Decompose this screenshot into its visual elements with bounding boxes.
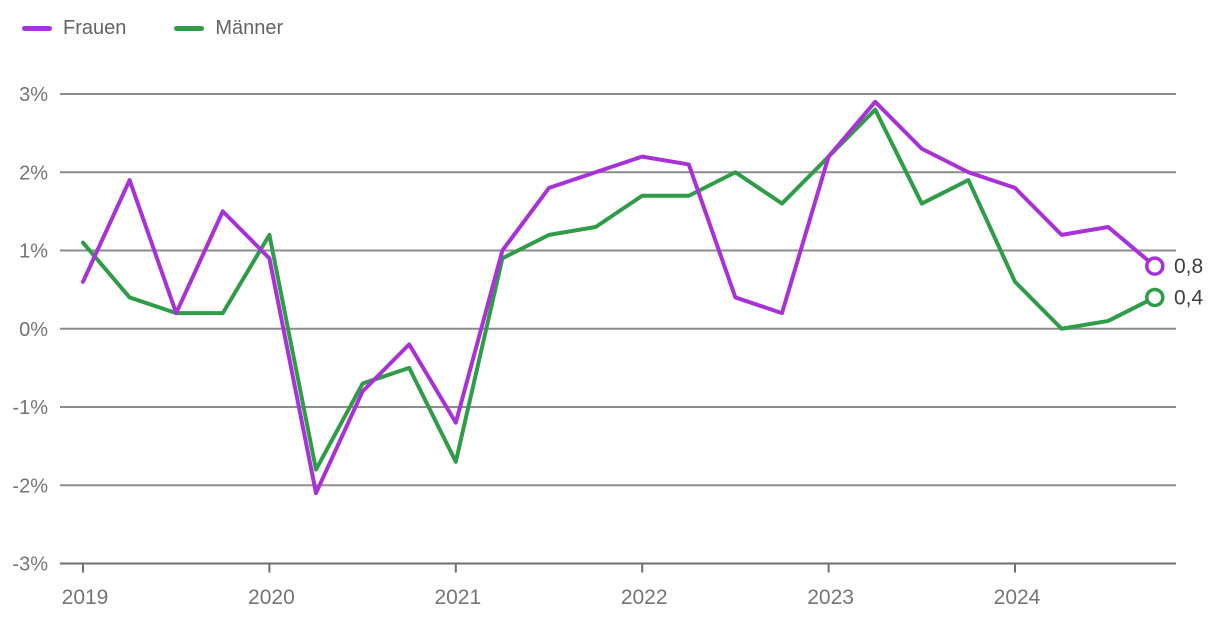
x-axis-tick-label: 2019 [62, 586, 109, 609]
legend-label-maenner: Männer [215, 17, 284, 39]
legend-item-frauen: Frauen [22, 16, 126, 40]
x-axis-tick-label: 2020 [248, 586, 295, 609]
frauen-line-swatch [22, 25, 52, 31]
y-axis-tick-label: -3% [12, 554, 48, 576]
x-axis-tick-label: 2021 [434, 586, 481, 609]
x-axis-tick-label: 2023 [807, 586, 854, 609]
maenner-line-swatch [174, 25, 205, 31]
x-axis-tick-label: 2024 [994, 586, 1041, 609]
y-axis-tick-label: -1% [12, 397, 48, 419]
end-marker-männer [1145, 287, 1165, 308]
y-axis-tick-label: 3% [19, 84, 48, 106]
series-line-frauen [81, 99, 1157, 496]
y-axis-tick-label: 1% [19, 241, 48, 263]
chart-legend: Frauen Männer [22, 16, 283, 40]
end-value-label-frauen: 0,8 [1174, 255, 1203, 278]
x-axis-tick-label: 2022 [621, 586, 668, 609]
legend-label-frauen: Frauen [63, 17, 127, 39]
y-axis-tick-label: 0% [19, 319, 48, 341]
legend-item-maenner: Männer [174, 16, 283, 40]
y-axis-tick-label: -2% [12, 475, 48, 497]
end-marker-frauen [1145, 256, 1165, 276]
y-axis-tick-label: 2% [19, 162, 48, 184]
end-value-label-männer: 0,4 [1174, 286, 1204, 309]
